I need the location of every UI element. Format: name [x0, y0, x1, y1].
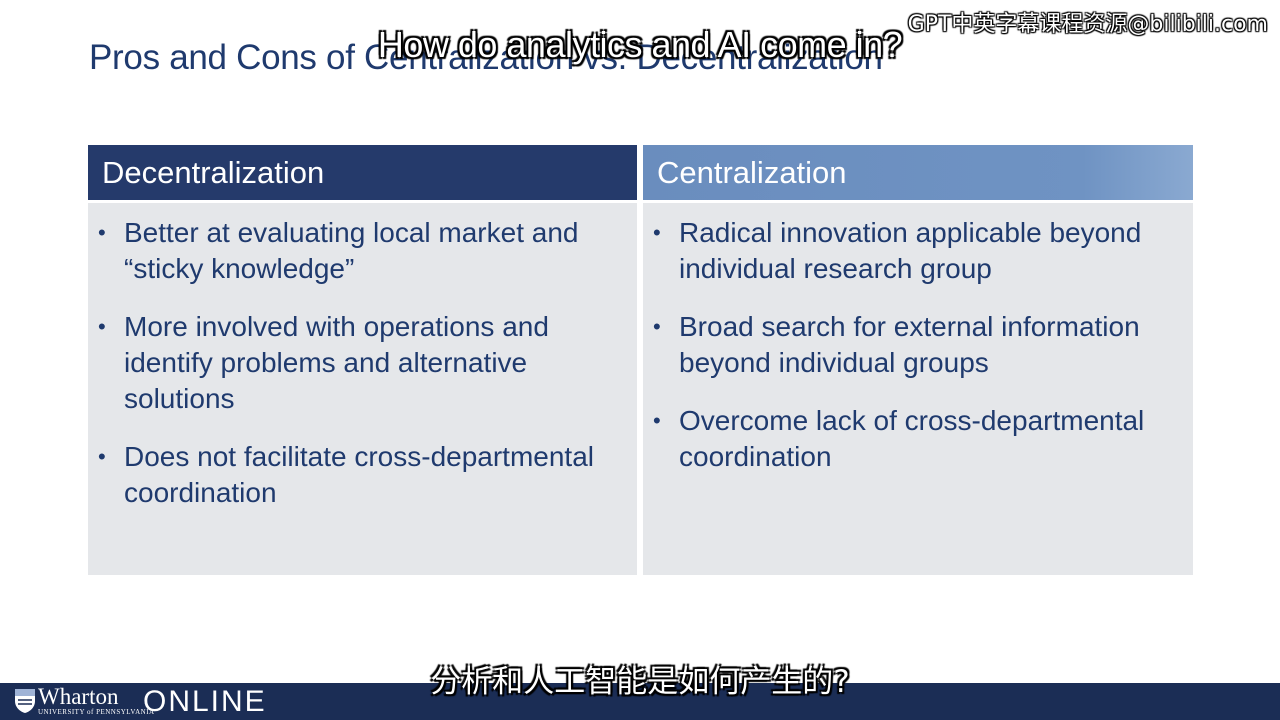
- decentralization-bullet-list: • Better at evaluating local market and …: [88, 203, 637, 511]
- bullet-text: Better at evaluating local market and “s…: [124, 217, 579, 284]
- penn-shield-icon: [15, 689, 35, 713]
- bullet-icon: •: [98, 314, 106, 339]
- list-item: • Does not facilitate cross-departmental…: [88, 439, 627, 511]
- online-label: ONLINE: [143, 685, 267, 718]
- centralization-bullet-list: • Radical innovation applicable beyond i…: [643, 203, 1193, 475]
- wharton-logo: Wharton: [38, 684, 119, 709]
- bullet-text: Does not facilitate cross-departmental c…: [124, 441, 594, 508]
- bullet-icon: •: [653, 408, 661, 433]
- decentralization-panel: • Better at evaluating local market and …: [88, 203, 637, 575]
- list-item: • Overcome lack of cross-departmental co…: [643, 403, 1183, 475]
- subtitle-chinese: 分析和人工智能是如何产生的?: [430, 664, 850, 700]
- bullet-text: Radical innovation applicable beyond ind…: [679, 217, 1142, 284]
- list-item: • Radical innovation applicable beyond i…: [643, 215, 1183, 287]
- footer-bar: Wharton UNIVERSITY of PENNSYLVANIA ONLIN…: [0, 683, 1280, 720]
- bullet-icon: •: [653, 314, 661, 339]
- subtitle-english: How do analytics and AI come in?: [377, 24, 903, 65]
- bullet-icon: •: [98, 220, 106, 245]
- watermark: GPT中英字幕课程资源@bilibili.com: [907, 12, 1268, 37]
- bullet-text: Broad search for external information be…: [679, 311, 1140, 378]
- list-item: • Broad search for external information …: [643, 309, 1183, 381]
- decentralization-header: Decentralization: [88, 145, 637, 200]
- centralization-column: Centralization • Radical innovation appl…: [643, 145, 1193, 575]
- list-item: • More involved with operations and iden…: [88, 309, 627, 417]
- bullet-text: More involved with operations and identi…: [124, 311, 549, 414]
- bullet-icon: •: [653, 220, 661, 245]
- bullet-text: Overcome lack of cross-departmental coor…: [679, 405, 1145, 472]
- centralization-panel: • Radical innovation applicable beyond i…: [643, 203, 1193, 575]
- list-item: • Better at evaluating local market and …: [88, 215, 627, 287]
- university-label: UNIVERSITY of PENNSYLVANIA: [38, 708, 155, 716]
- decentralization-column: Decentralization • Better at evaluating …: [88, 145, 637, 575]
- slide-title: Pros and Cons of Centralization vs. Dece…: [89, 38, 883, 77]
- bullet-icon: •: [98, 444, 106, 469]
- centralization-header: Centralization: [643, 145, 1193, 200]
